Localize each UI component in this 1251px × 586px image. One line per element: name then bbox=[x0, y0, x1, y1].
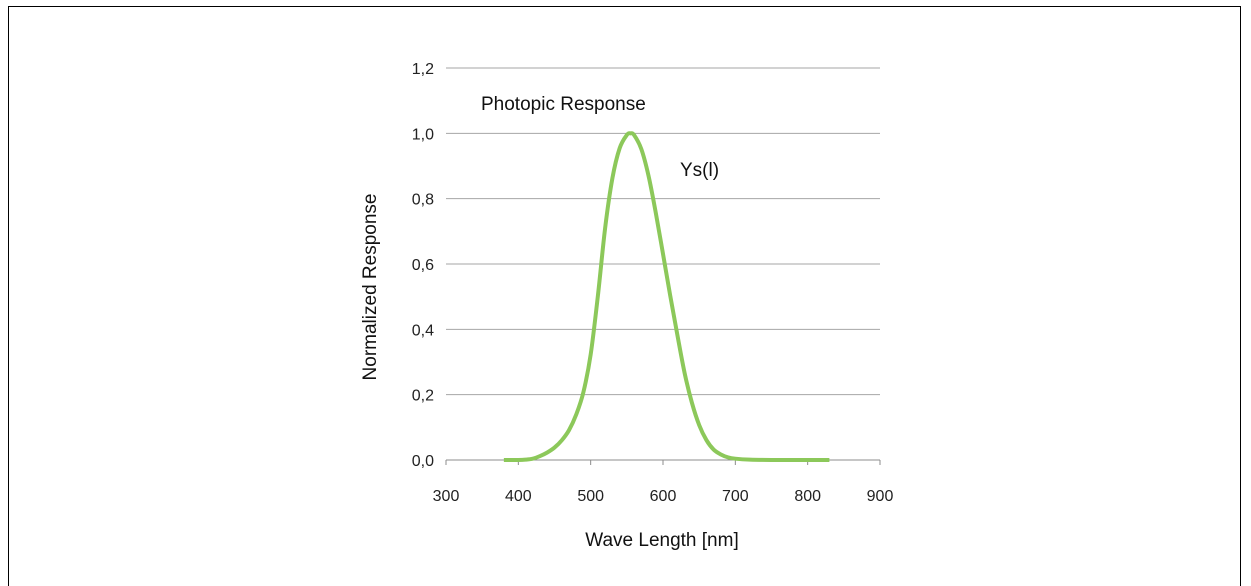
y-tick-labels: 0,0 0,2 0,4 0,6 0,8 1,0 1,2 bbox=[412, 61, 434, 470]
y-tick-label: 0,2 bbox=[412, 388, 434, 405]
x-tick-labels: 300 400 500 600 700 800 900 bbox=[433, 488, 894, 505]
x-tick-label: 600 bbox=[650, 488, 677, 505]
x-tick-label: 900 bbox=[867, 488, 894, 505]
x-tick-label: 700 bbox=[722, 488, 749, 505]
y-tick-label: 0,0 bbox=[412, 453, 434, 470]
y-tick-label: 0,6 bbox=[412, 257, 434, 274]
x-axis-title: Wave Length [nm] bbox=[585, 530, 738, 551]
y-tick-label: 1,2 bbox=[412, 61, 434, 78]
y-axis-title: Normalized Response bbox=[360, 194, 381, 381]
x-tick-label: 800 bbox=[794, 488, 821, 505]
y-tick-label: 1,0 bbox=[412, 126, 434, 143]
annotation-ys-l: Ys(l) bbox=[680, 160, 719, 181]
gridlines bbox=[445, 67, 881, 465]
y-tick-label: 0,4 bbox=[412, 322, 434, 339]
series-line-0 bbox=[503, 131, 830, 463]
y-tick-label: 0,8 bbox=[412, 192, 434, 209]
annotation-photopic-response: Photopic Response bbox=[481, 94, 646, 115]
x-tick-label: 500 bbox=[577, 488, 604, 505]
chart-frame bbox=[8, 6, 1241, 586]
x-tick-label: 300 bbox=[433, 488, 460, 505]
x-tick-label: 400 bbox=[505, 488, 532, 505]
series-layer bbox=[503, 131, 830, 463]
